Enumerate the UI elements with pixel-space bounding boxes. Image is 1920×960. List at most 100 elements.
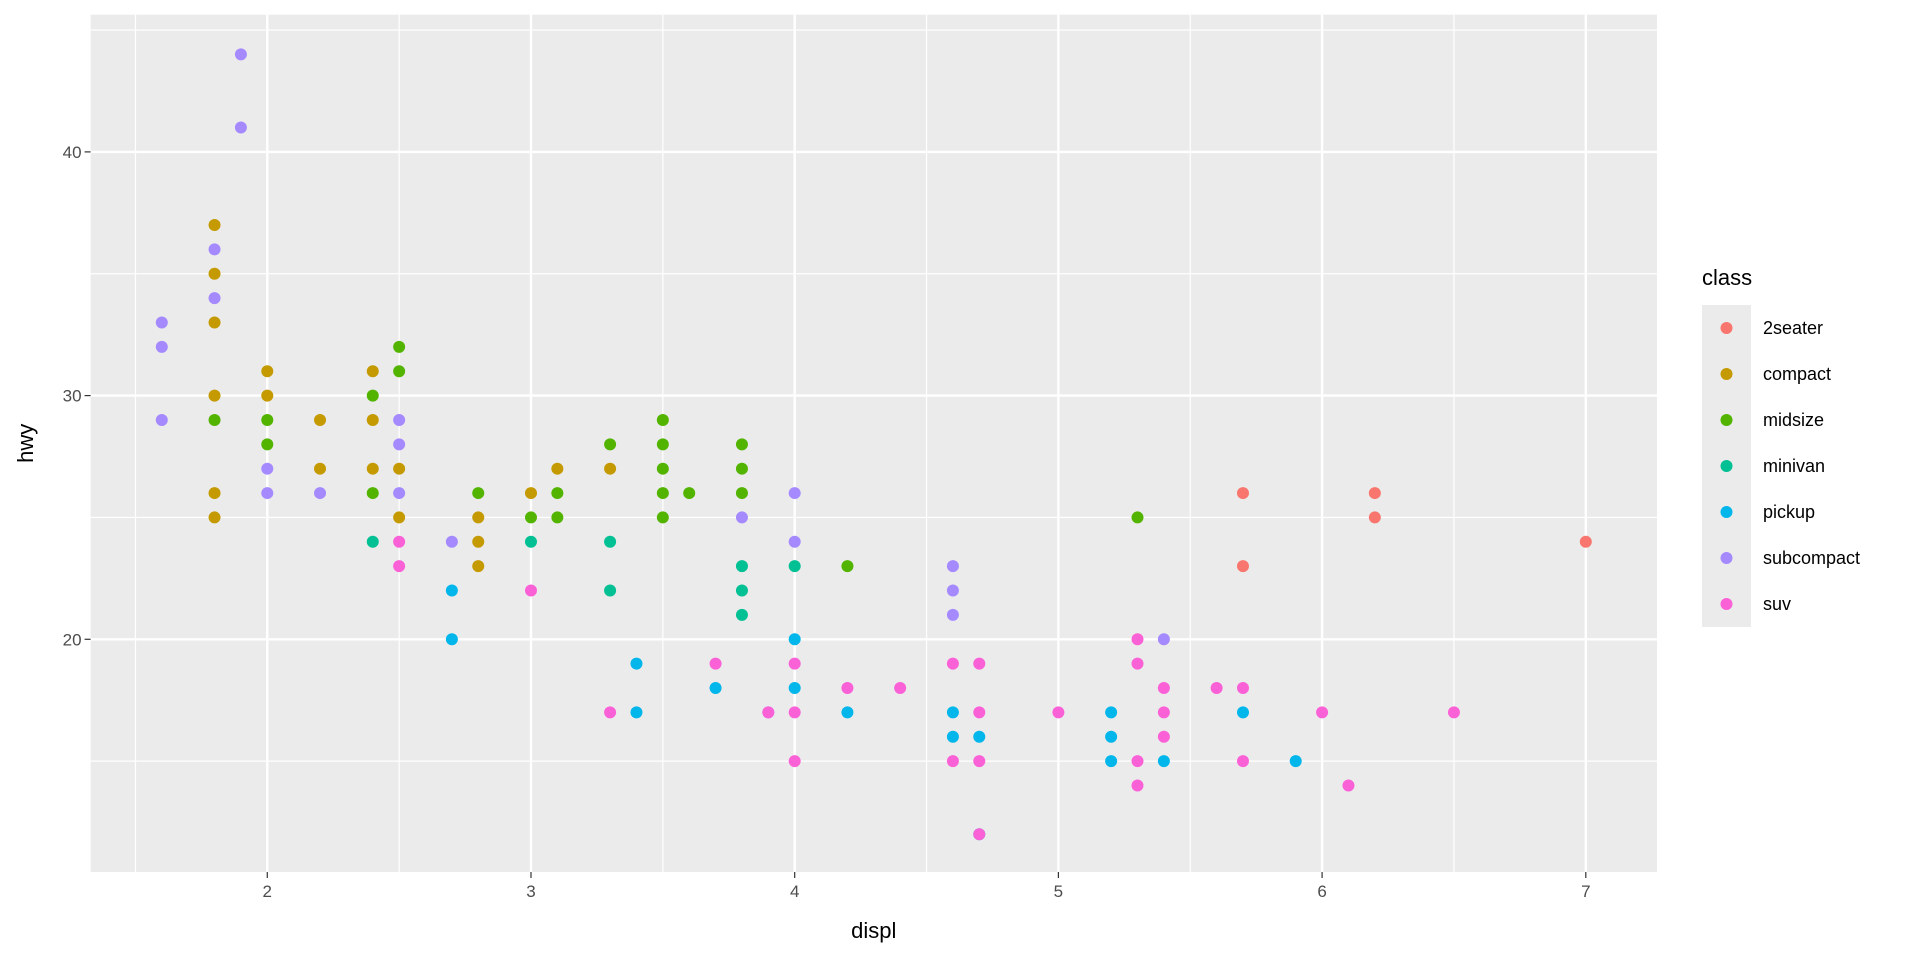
point-2seater: [1368, 487, 1381, 500]
point-subcompact: [393, 438, 406, 451]
point-compact: [366, 462, 379, 475]
x-tick-label: 5: [1054, 882, 1063, 901]
point-midsize: [735, 462, 748, 475]
y-tick-label: 40: [63, 143, 82, 162]
point-pickup: [1236, 706, 1249, 719]
point-suv: [946, 755, 959, 768]
legend-key-pickup: [1720, 506, 1733, 518]
point-suv: [762, 706, 775, 719]
point-compact: [208, 511, 221, 524]
point-subcompact: [261, 462, 274, 475]
point-suv: [1131, 633, 1144, 646]
point-compact: [208, 316, 221, 329]
x-tick-label: 7: [1581, 882, 1590, 901]
legend-key-2seater: [1720, 322, 1733, 334]
point-pickup: [1157, 755, 1170, 768]
point-subcompact: [946, 608, 959, 621]
point-suv: [1131, 779, 1144, 792]
point-midsize: [604, 438, 617, 451]
y-tick-label: 20: [63, 630, 82, 649]
point-midsize: [261, 413, 274, 426]
point-subcompact: [208, 243, 221, 256]
point-compact: [208, 267, 221, 280]
point-pickup: [445, 633, 458, 646]
point-minivan: [604, 535, 617, 548]
point-minivan: [788, 560, 801, 573]
point-suv: [1157, 730, 1170, 743]
point-subcompact: [735, 511, 748, 524]
point-compact: [208, 219, 221, 232]
point-subcompact: [314, 487, 327, 500]
plot-panel: [90, 14, 1658, 872]
point-compact: [314, 413, 327, 426]
point-compact: [314, 462, 327, 475]
legend-key-minivan: [1720, 460, 1733, 472]
point-pickup: [946, 730, 959, 743]
point-compact: [472, 535, 485, 548]
point-pickup: [445, 584, 458, 597]
point-midsize: [656, 462, 669, 475]
point-suv: [1236, 682, 1249, 695]
point-pickup: [1105, 730, 1118, 743]
legend-key-compact: [1720, 368, 1733, 380]
point-midsize: [683, 487, 696, 500]
point-midsize: [366, 389, 379, 402]
point-midsize: [656, 487, 669, 500]
legend-label: 2seater: [1763, 318, 1823, 338]
point-suv: [894, 682, 907, 695]
point-midsize: [393, 365, 406, 378]
x-axis-title: displ: [851, 918, 896, 943]
point-midsize: [841, 560, 854, 573]
point-suv: [1316, 706, 1329, 719]
point-compact: [393, 511, 406, 524]
point-suv: [973, 828, 986, 841]
x-tick-label: 3: [526, 882, 535, 901]
point-midsize: [735, 438, 748, 451]
point-pickup: [788, 633, 801, 646]
point-subcompact: [788, 535, 801, 548]
point-pickup: [1289, 755, 1302, 768]
point-suv: [709, 657, 722, 670]
legend-label: subcompact: [1763, 548, 1860, 568]
point-subcompact: [788, 487, 801, 500]
point-midsize: [261, 438, 274, 451]
point-midsize: [656, 413, 669, 426]
point-midsize: [1131, 511, 1144, 524]
point-suv: [1157, 682, 1170, 695]
point-suv: [393, 535, 406, 548]
legend-title: class: [1702, 265, 1752, 290]
point-midsize: [551, 487, 564, 500]
legend-key-subcompact: [1720, 552, 1733, 564]
point-midsize: [366, 487, 379, 500]
point-suv: [1342, 779, 1355, 792]
point-minivan: [366, 535, 379, 548]
point-2seater: [1236, 487, 1249, 500]
point-midsize: [735, 487, 748, 500]
y-axis-title: hwy: [13, 424, 38, 463]
x-tick-label: 4: [790, 882, 799, 901]
point-compact: [366, 365, 379, 378]
point-subcompact: [393, 487, 406, 500]
legend-key-suv: [1720, 598, 1733, 610]
point-midsize: [524, 511, 537, 524]
point-pickup: [709, 682, 722, 695]
point-midsize: [208, 413, 221, 426]
point-suv: [973, 755, 986, 768]
point-2seater: [1579, 535, 1592, 548]
point-2seater: [1368, 511, 1381, 524]
point-minivan: [735, 560, 748, 573]
point-minivan: [735, 608, 748, 621]
point-suv: [1210, 682, 1223, 695]
point-compact: [261, 365, 274, 378]
point-subcompact: [155, 413, 168, 426]
point-compact: [551, 462, 564, 475]
point-compact: [208, 389, 221, 402]
point-suv: [788, 706, 801, 719]
point-compact: [261, 389, 274, 402]
point-suv: [1052, 706, 1065, 719]
legend-label: pickup: [1763, 502, 1815, 522]
point-midsize: [472, 487, 485, 500]
point-pickup: [630, 706, 643, 719]
legend-label: compact: [1763, 364, 1831, 384]
